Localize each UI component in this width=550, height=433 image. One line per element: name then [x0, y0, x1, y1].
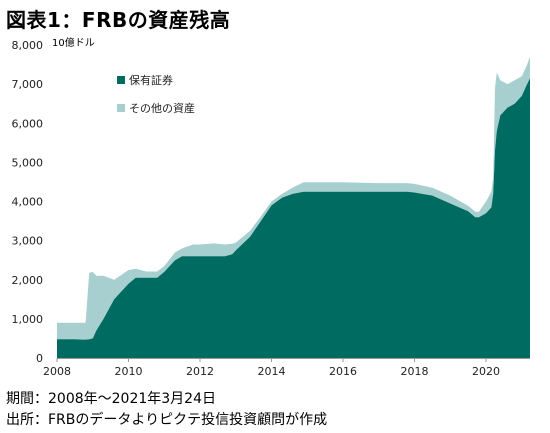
period-note: 期間：2008年～2021年3月24日 — [6, 391, 216, 407]
y-tick-label: 3,000 — [12, 235, 44, 248]
x-tick-label: 2012 — [186, 365, 214, 378]
chart-title: 図表1：FRBの資産残高 — [6, 8, 231, 32]
x-tick-label: 2014 — [258, 365, 286, 378]
x-tick-label: 2020 — [472, 365, 500, 378]
area-securities-held — [57, 78, 530, 359]
y-tick-label: 2,000 — [12, 274, 44, 287]
legend-swatch — [117, 104, 125, 112]
area-other-assets — [57, 56, 530, 340]
x-tick-label: 2018 — [401, 365, 429, 378]
source-note: 出所：FRBのデータよりピクテ投信投資顧問が作成 — [6, 412, 328, 428]
y-tick-label: 6,000 — [12, 117, 44, 130]
x-tick-label: 2010 — [115, 365, 143, 378]
y-tick-label: 0 — [36, 352, 43, 365]
legend-label: その他の資産 — [129, 102, 195, 115]
y-tick-label: 4,000 — [12, 196, 44, 209]
legend-label: 保有証券 — [129, 73, 173, 87]
area-layers — [57, 56, 530, 359]
x-tick-label: 2016 — [329, 365, 357, 378]
unit-label: 10億ドル — [52, 36, 95, 49]
x-tick-label: 2008 — [43, 365, 71, 378]
y-tick-labels: 0 1,000 2,000 3,000 4,000 5,000 6,000 7,000 8,00… — [12, 39, 44, 365]
y-tick-label: 1,000 — [12, 313, 44, 326]
y-tick-label: 5,000 — [12, 156, 44, 169]
legend-swatch — [117, 76, 125, 84]
x-tick-labels: 2008 2010 2012 2014 2016 2018 2020 — [43, 358, 500, 378]
fed-balance-sheet-chart: 0 1,000 2,000 3,000 4,000 5,000 6,000 7,000 8,00… — [12, 36, 530, 378]
y-tick-label: 8,000 — [12, 39, 44, 52]
y-tick-label: 7,000 — [12, 78, 44, 91]
